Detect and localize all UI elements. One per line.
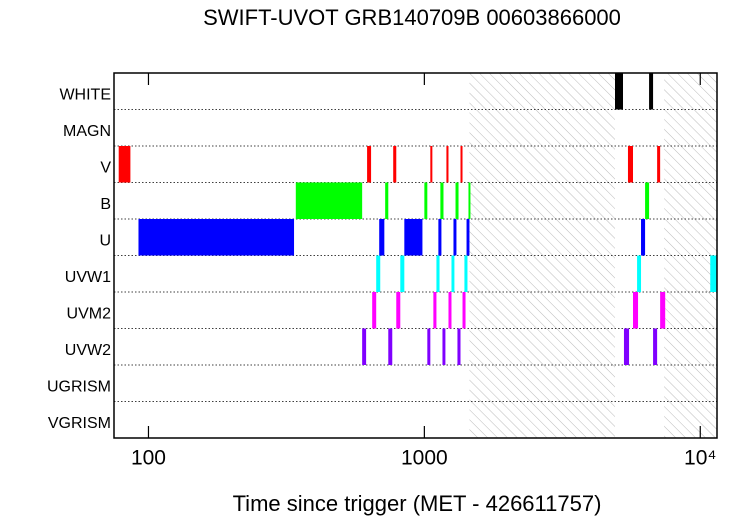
- exposure-bar: [627, 146, 634, 183]
- row-label: UVW2: [65, 342, 111, 359]
- exposure-bar: [623, 328, 630, 365]
- exposure-bar: [376, 255, 381, 292]
- exposure-bar: [385, 182, 389, 219]
- exposure-bar: [615, 73, 624, 110]
- exposure-bar: [710, 255, 717, 292]
- exposure-bar: [460, 146, 463, 183]
- row-label: UVW1: [65, 269, 111, 286]
- x-axis-label: Time since trigger (MET - 426611757): [233, 491, 602, 516]
- exposure-bar: [438, 219, 442, 256]
- exposure-bar: [436, 255, 440, 292]
- exposure-bar: [442, 328, 446, 365]
- exposure-bar: [424, 182, 428, 219]
- row-label: VGRISM: [48, 415, 111, 432]
- x-tick-label: 10⁴: [684, 447, 716, 470]
- plot-frame: [113, 72, 718, 439]
- row-label: U: [99, 232, 111, 249]
- row-label: UVM2: [67, 305, 112, 322]
- exposure-bar: [645, 182, 650, 219]
- x-tick-label: 1000: [401, 447, 448, 470]
- row-label: UGRISM: [47, 378, 111, 395]
- exposure-bar: [660, 292, 666, 329]
- row-label: B: [100, 196, 111, 213]
- exposure-bar: [464, 255, 468, 292]
- exposure-bar: [440, 182, 444, 219]
- exposure-bar: [657, 146, 661, 183]
- exposure-bar: [448, 292, 452, 329]
- exposure-bar: [372, 292, 377, 329]
- exposure-bar: [451, 255, 455, 292]
- row-label: V: [100, 159, 111, 176]
- exposure-bar: [362, 328, 367, 365]
- hatched-region: [664, 73, 717, 438]
- exposure-bar: [430, 146, 433, 183]
- exposure-bar: [427, 328, 431, 365]
- exposure-bar: [641, 219, 646, 256]
- exposure-bar: [433, 292, 437, 329]
- exposure-bar: [295, 182, 363, 219]
- exposure-bar: [367, 146, 372, 183]
- exposure-bar: [379, 219, 385, 256]
- exposure-bar: [388, 328, 393, 365]
- exposure-bar: [453, 219, 457, 256]
- row-label: WHITE: [59, 86, 111, 103]
- exposure-bar: [457, 328, 461, 365]
- chart-title: SWIFT-UVOT GRB140709B 00603866000: [203, 5, 621, 30]
- exposure-bar: [637, 255, 642, 292]
- exposure-bar: [466, 219, 470, 256]
- exposure-bar: [462, 292, 466, 329]
- exposure-bar: [446, 146, 449, 183]
- exposure-bar: [633, 292, 639, 329]
- row-label: MAGN: [63, 123, 111, 140]
- exposure-bar: [653, 328, 658, 365]
- exposure-bar: [138, 219, 295, 256]
- exposure-bar: [393, 146, 397, 183]
- exposure-bar: [468, 182, 471, 219]
- exposure-bar: [118, 146, 131, 183]
- x-tick-label: 100: [131, 447, 166, 470]
- exposure-bar: [455, 182, 459, 219]
- exposure-bar: [649, 73, 654, 110]
- exposure-bar: [400, 255, 405, 292]
- exposure-bar: [404, 219, 423, 256]
- exposure-bar: [396, 292, 401, 329]
